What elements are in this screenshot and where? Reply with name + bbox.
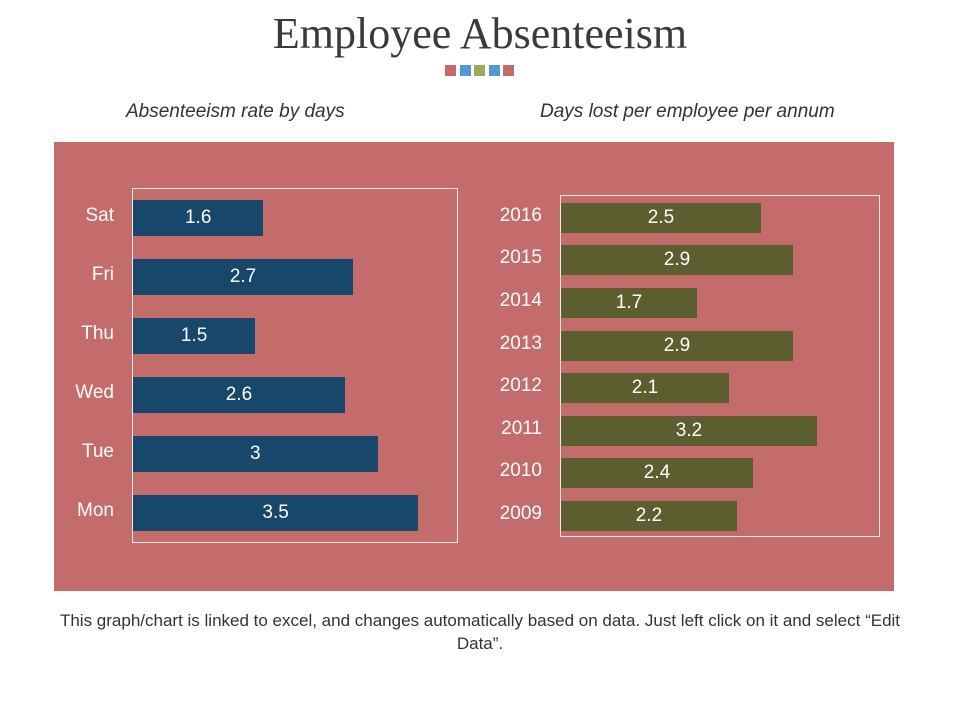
- chart-left-data-label: 3.5: [262, 502, 289, 523]
- chart-right-category-label: 2012: [499, 375, 542, 397]
- chart-right-bar[interactable]: [561, 202, 761, 233]
- chart-left-bar[interactable]: [133, 495, 419, 531]
- title-decoration-dot: [459, 65, 471, 76]
- chart-right-data-label: 2.1: [631, 377, 659, 399]
- chart-right-bar[interactable]: [561, 245, 793, 276]
- chart-left-data-label: 1.5: [180, 325, 208, 346]
- chart-left-bar[interactable]: [133, 377, 345, 413]
- chart-left-data-label: 2.6: [225, 384, 253, 405]
- chart-right-data-label: 1.7: [615, 292, 643, 313]
- chart-right-category-label: 2011: [501, 417, 542, 439]
- title-decoration-dot: [445, 65, 456, 76]
- page-title: Employee Absenteeism: [272, 9, 688, 58]
- chart-right-data-label: 2.9: [663, 249, 691, 271]
- chart-right-bar[interactable]: [561, 415, 817, 446]
- chart-left-category-label: Tue: [81, 441, 114, 462]
- chart-left-category-label: Wed: [75, 382, 114, 403]
- chart-right-bar[interactable]: [561, 501, 737, 531]
- chart-right-data-label: 3.2: [675, 419, 703, 441]
- chart-left-data-label: 1.6: [184, 207, 212, 228]
- chart-right-data-label: 2.9: [663, 334, 691, 356]
- chart-right-data-label: 2.4: [643, 462, 671, 484]
- chart-right-data-label: 2.5: [647, 206, 675, 228]
- chart-right-category-label: 2015: [499, 247, 542, 269]
- chart-right-bar[interactable]: [561, 458, 753, 489]
- chart-right-bar[interactable]: [561, 373, 729, 404]
- chart-left-plot-area: [132, 188, 458, 543]
- chart-left-category-label: Sat: [85, 205, 114, 226]
- chart-left-data-label: 3: [249, 443, 261, 464]
- title-decoration-dot: [488, 65, 500, 76]
- chart-right-category-label: 2009: [499, 503, 542, 524]
- chart-left-category-label: Mon: [77, 500, 114, 521]
- footnote: This graph/chart is linked to excel, and…: [59, 611, 901, 653]
- chart-right-category-label: 2014: [499, 290, 542, 311]
- chart-right-category-label: 2016: [499, 204, 542, 226]
- chart-left-bar[interactable]: [133, 259, 354, 295]
- title-decoration-dot: [503, 65, 514, 76]
- chart-right-plot-area: [560, 195, 880, 537]
- chart-left-bar[interactable]: [133, 200, 264, 236]
- chart-right-category-label: 2010: [499, 460, 542, 482]
- chart-left-category-label: Fri: [91, 264, 114, 285]
- title-decoration-dot: [474, 65, 485, 76]
- chart-panel[interactable]: 3.5 Mon 3 Tue 2.6 Wed 1.5 Thu 2.7 Fri 1.6 Sat 2.2 200…: [54, 142, 894, 591]
- chart-left-bar[interactable]: [133, 436, 378, 472]
- chart-left-category-label: Thu: [81, 323, 114, 344]
- chart-right-data-label: 2.2: [635, 505, 663, 526]
- chart-left-data-label: 2.7: [229, 266, 257, 287]
- chart-left-bar[interactable]: [133, 318, 256, 354]
- chart-right-title: Days lost per employee per annum: [540, 101, 835, 122]
- chart-right-bar[interactable]: [561, 288, 697, 318]
- chart-right-bar[interactable]: [561, 330, 793, 361]
- chart-left-title: Absenteeism rate by days: [126, 101, 345, 122]
- chart-right-category-label: 2013: [499, 332, 542, 354]
